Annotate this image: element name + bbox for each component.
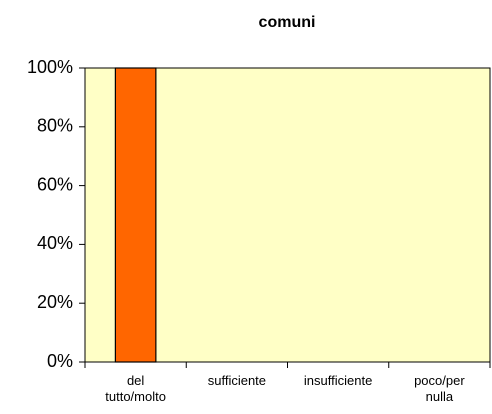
y-tick-label: 100% — [27, 57, 73, 77]
y-tick-label: 20% — [37, 292, 73, 312]
y-tick-label: 80% — [37, 116, 73, 136]
y-tick-label: 60% — [37, 174, 73, 194]
x-tick-label: poco/per nulla — [414, 373, 465, 404]
chart-title: comuni — [259, 14, 316, 31]
y-tick-label: 40% — [37, 233, 73, 253]
x-tick-label: del tutto/molto — [105, 373, 166, 404]
x-tick-label: sufficiente — [208, 373, 266, 388]
y-tick-label: 0% — [47, 351, 73, 371]
bar — [114, 67, 157, 363]
x-tick-label: insufficiente — [304, 373, 372, 388]
